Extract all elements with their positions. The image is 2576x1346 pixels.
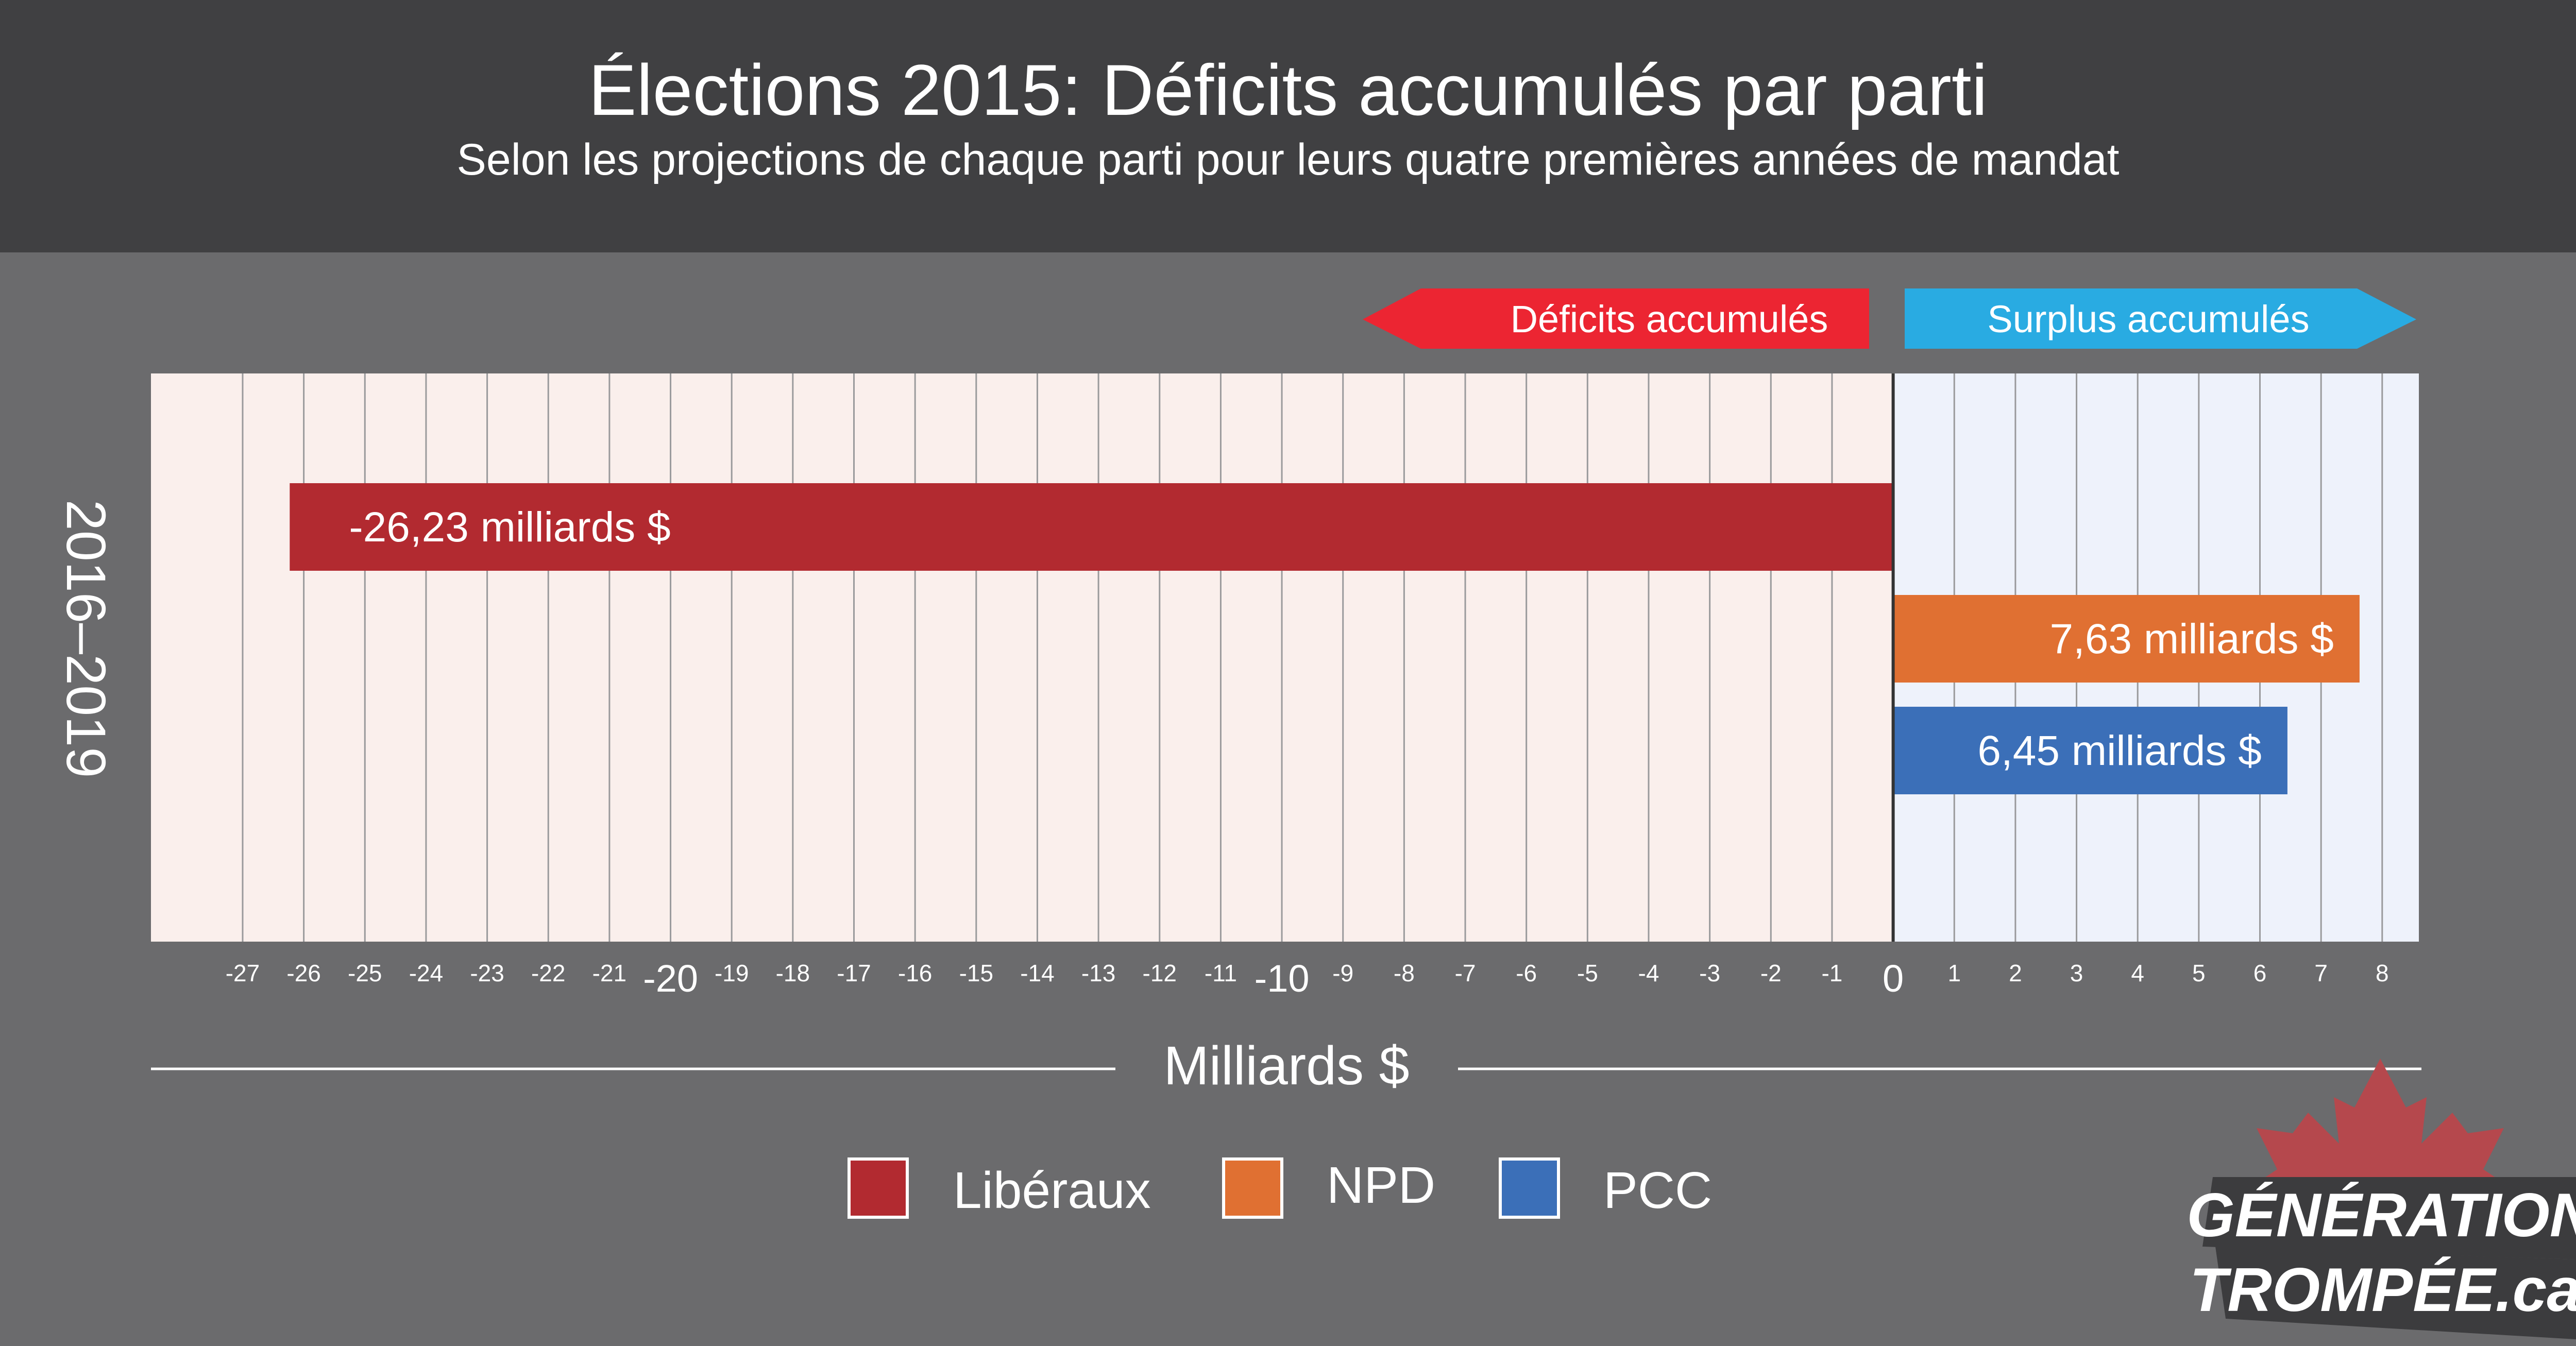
x-tick-label: 0 (1883, 957, 1904, 1000)
x-tick-label: 7 (2314, 960, 2328, 986)
x-tick-label: -8 (1394, 960, 1415, 986)
x-tick-label: -20 (643, 957, 698, 1000)
legend-swatch-npd (1222, 1157, 1283, 1219)
x-tick-label: -17 (837, 960, 871, 986)
x-tick-label: -18 (776, 960, 810, 986)
bar-value-label: 7,63 milliards $ (2049, 616, 2333, 662)
x-tick-label: -15 (959, 960, 993, 986)
surplus-arrow-label: Surplus accumulés (1987, 298, 2309, 340)
x-tick-label: -16 (898, 960, 932, 986)
chart-title: Élections 2015: Déficits accumulés par p… (588, 49, 1988, 130)
x-axis-title: Milliards $ (1163, 1035, 1409, 1096)
x-tick-label: -4 (1638, 960, 1659, 986)
x-tick-label: 8 (2376, 960, 2389, 986)
deficit-arrow (1363, 288, 1869, 349)
x-tick-label: -25 (348, 960, 382, 986)
x-tick-label: 2 (2009, 960, 2022, 986)
x-tick-label: 1 (1947, 960, 1961, 986)
x-tick-label: -21 (592, 960, 626, 986)
legend-label-pcc: PCC (1603, 1162, 1712, 1219)
x-tick-label: -13 (1081, 960, 1115, 986)
x-tick-labels: -27 -26 -25 -24 -23 -22 -21 -20 -19 -18 -17 -16 -15-… (226, 957, 2389, 1000)
logo-line2: TROMPÉE.ca (2190, 1255, 2576, 1324)
x-tick-label: -19 (715, 960, 749, 986)
bar-npd (1893, 595, 2360, 683)
logo-line1: GÉNÉRATION (2187, 1181, 2576, 1250)
chart-subtitle: Selon les projections de chaque parti po… (456, 135, 2120, 184)
x-tick-label: -14 (1020, 960, 1054, 986)
x-tick-label: -26 (286, 960, 320, 986)
legend-swatch-pcc (1499, 1157, 1560, 1219)
generation-trompee-logo: GÉNÉRATION TROMPÉE.ca (2187, 1059, 2576, 1339)
x-tick-label: -2 (1760, 960, 1782, 986)
x-tick-label: -24 (409, 960, 443, 986)
x-tick-label: -27 (226, 960, 260, 986)
bar-value-label: -26,23 milliards $ (349, 504, 670, 551)
logo-band-bottom (2215, 1247, 2576, 1339)
bar-value-label: 6,45 milliards $ (1977, 727, 2261, 774)
header-banner: Élections 2015: Déficits accumulés par p… (0, 0, 2576, 252)
x-tick-label: 6 (2253, 960, 2267, 986)
legend: Libéraux NPD PCC (848, 1156, 1712, 1219)
x-tick-label: -22 (531, 960, 565, 986)
x-tick-label: -7 (1455, 960, 1476, 986)
logo-band-top (2202, 1177, 2576, 1259)
y-category-label: 2016–2019 (55, 500, 117, 778)
x-tick-label: 3 (2070, 960, 2083, 986)
legend-label-liberaux: Libéraux (953, 1162, 1151, 1219)
x-tick-label: 4 (2131, 960, 2144, 986)
bars: -26,23 milliards $ 7,63 milliards $ 6,45 m… (290, 483, 2360, 794)
deficit-arrow-label: Déficits accumulés (1511, 298, 1828, 340)
bar-pcc (1893, 707, 2287, 794)
legend-label-npd: NPD (1327, 1156, 1435, 1214)
x-tick-label: -10 (1255, 957, 1310, 1000)
x-tick-label: -3 (1699, 960, 1720, 986)
x-tick-label: -1 (1821, 960, 1842, 986)
x-tick-label: -5 (1577, 960, 1598, 986)
surplus-arrow (1905, 288, 2416, 349)
deficit-background (151, 373, 1893, 942)
x-tick-label: -23 (470, 960, 504, 986)
bar-libéraux (290, 483, 1893, 571)
x-tick-label: 5 (2192, 960, 2206, 986)
legend-swatch-liberaux (848, 1157, 909, 1219)
x-tick-label: -6 (1516, 960, 1537, 986)
x-tick-label: -11 (1205, 960, 1237, 986)
x-tick-label: -12 (1143, 960, 1177, 986)
x-tick-label: -9 (1332, 960, 1353, 986)
